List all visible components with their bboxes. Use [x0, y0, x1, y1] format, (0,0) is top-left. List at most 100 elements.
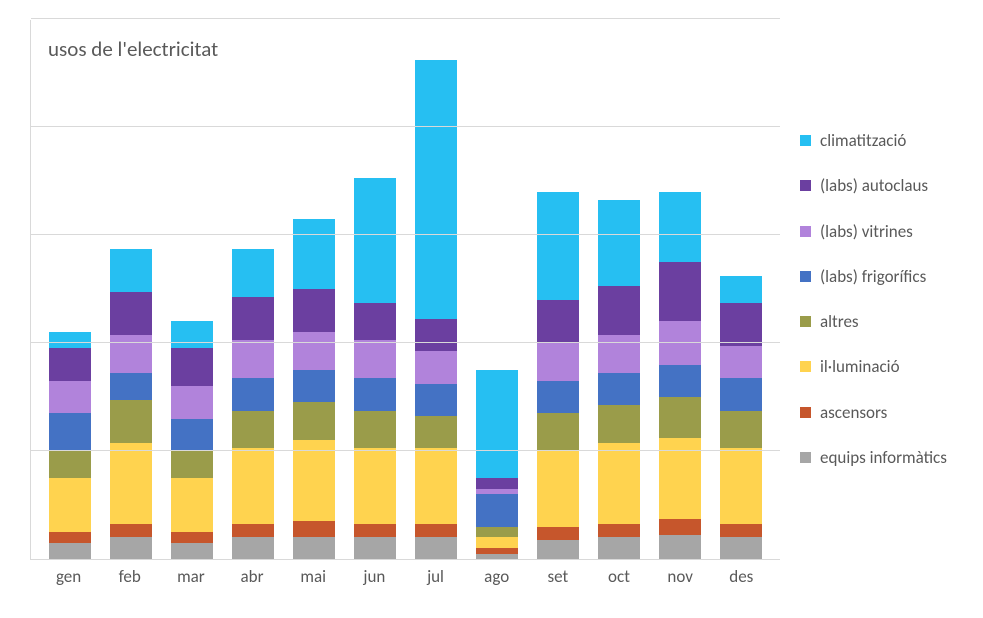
- bar-column: [537, 192, 579, 559]
- bar-segment-illuminacio: [232, 448, 274, 524]
- bar-segment-ascensors: [293, 521, 335, 537]
- gridline: [31, 234, 780, 235]
- bar-segment-altres: [49, 451, 91, 478]
- bar-segment-equips_informatics: [659, 535, 701, 559]
- bar-column: [415, 60, 457, 559]
- legend-item-labs_autoclaus: (labs) autoclaus: [800, 175, 975, 196]
- legend-item-ascensors: ascensors: [800, 402, 975, 423]
- bar-segment-labs_autoclaus: [232, 297, 274, 340]
- bar-column: [293, 219, 335, 559]
- bar-segment-illuminacio: [598, 443, 640, 524]
- bar-segment-equips_informatics: [232, 537, 274, 559]
- bar-segment-labs_frigorifics: [415, 384, 457, 416]
- bar-segment-labs_vitrines: [171, 386, 213, 418]
- bar-column: [110, 249, 152, 559]
- bar-segment-labs_autoclaus: [720, 303, 762, 346]
- x-axis-label: mai: [292, 566, 334, 587]
- legend-swatch: [800, 180, 811, 191]
- bar-segment-illuminacio: [537, 451, 579, 527]
- bar-column: [476, 370, 518, 559]
- bar-segment-ascensors: [659, 519, 701, 535]
- bar-segment-labs_autoclaus: [49, 348, 91, 380]
- legend-label: (labs) frigorífics: [820, 266, 926, 287]
- legend-label: il·luminació: [820, 356, 900, 377]
- bar-segment-labs_vitrines: [415, 351, 457, 383]
- gridline: [31, 342, 780, 343]
- bar-segment-climatitzacio: [232, 249, 274, 298]
- x-axis-label: des: [720, 566, 762, 587]
- x-axis-label: nov: [659, 566, 701, 587]
- bar-segment-equips_informatics: [415, 537, 457, 559]
- bar-segment-climatitzacio: [476, 370, 518, 478]
- bar-segment-climatitzacio: [293, 219, 335, 289]
- bar-segment-labs_frigorifics: [293, 370, 335, 402]
- bar-segment-labs_vitrines: [110, 335, 152, 373]
- x-axis-label: oct: [598, 566, 640, 587]
- bar-segment-ascensors: [537, 527, 579, 541]
- bar-segment-labs_vitrines: [354, 340, 396, 378]
- legend-label: altres: [820, 311, 859, 332]
- gridline: [31, 18, 780, 19]
- bar-segment-labs_frigorifics: [476, 494, 518, 526]
- bar-segment-ascensors: [415, 524, 457, 538]
- bar-segment-climatitzacio: [110, 249, 152, 292]
- bar-segment-altres: [293, 402, 335, 440]
- bar-segment-labs_frigorifics: [598, 373, 640, 405]
- bar-segment-climatitzacio: [598, 200, 640, 286]
- bar-segment-labs_autoclaus: [659, 262, 701, 321]
- legend-label: equips informàtics: [820, 447, 947, 468]
- bar-segment-altres: [537, 413, 579, 451]
- bar-segment-ascensors: [720, 524, 762, 538]
- bar-segment-altres: [171, 451, 213, 478]
- x-axis-label: set: [537, 566, 579, 587]
- legend-swatch: [800, 226, 811, 237]
- bar-column: [659, 192, 701, 559]
- legend-item-labs_frigorifics: (labs) frigorífics: [800, 266, 975, 287]
- bar-segment-illuminacio: [49, 478, 91, 532]
- legend-item-labs_vitrines: (labs) vitrines: [800, 221, 975, 242]
- bar-segment-climatitzacio: [659, 192, 701, 262]
- bar-segment-equips_informatics: [598, 537, 640, 559]
- x-axis-label: jun: [353, 566, 395, 587]
- bar-segment-climatitzacio: [49, 332, 91, 348]
- bar-segment-altres: [720, 411, 762, 449]
- bar-segment-illuminacio: [415, 448, 457, 524]
- bar-column: [232, 249, 274, 559]
- x-axis-label: gen: [48, 566, 90, 587]
- bar-segment-labs_frigorifics: [49, 413, 91, 451]
- bar-segment-illuminacio: [476, 537, 518, 548]
- bar-segment-altres: [476, 527, 518, 538]
- legend-swatch: [800, 316, 811, 327]
- bar-column: [171, 321, 213, 559]
- bar-segment-illuminacio: [720, 448, 762, 524]
- bar-segment-climatitzacio: [537, 192, 579, 300]
- bar-segment-labs_autoclaus: [354, 303, 396, 341]
- bar-segment-labs_autoclaus: [171, 348, 213, 386]
- bar-segment-altres: [110, 400, 152, 443]
- gridline: [31, 126, 780, 127]
- x-axis-label: abr: [231, 566, 273, 587]
- bar-segment-climatitzacio: [171, 321, 213, 348]
- bar-segment-altres: [232, 411, 274, 449]
- bar-segment-labs_vitrines: [598, 335, 640, 373]
- bar-segment-ascensors: [171, 532, 213, 543]
- bar-segment-climatitzacio: [720, 276, 762, 303]
- bar-segment-altres: [354, 411, 396, 449]
- bar-segment-labs_autoclaus: [110, 292, 152, 335]
- plot-area: [30, 20, 780, 560]
- bar-segment-labs_vitrines: [659, 321, 701, 364]
- bar-segment-illuminacio: [354, 448, 396, 524]
- bar-segment-climatitzacio: [354, 178, 396, 302]
- gridline: [31, 450, 780, 451]
- bar-segment-labs_vitrines: [537, 343, 579, 381]
- bar-segment-labs_frigorifics: [232, 378, 274, 410]
- bar-segment-equips_informatics: [537, 540, 579, 559]
- bar-segment-equips_informatics: [171, 543, 213, 559]
- bar-segment-ascensors: [354, 524, 396, 538]
- bar-segment-equips_informatics: [293, 537, 335, 559]
- bar-segment-altres: [598, 405, 640, 443]
- bar-segment-illuminacio: [110, 443, 152, 524]
- bar-segment-ascensors: [598, 524, 640, 538]
- x-axis-label: ago: [476, 566, 518, 587]
- bar-segment-labs_frigorifics: [537, 381, 579, 413]
